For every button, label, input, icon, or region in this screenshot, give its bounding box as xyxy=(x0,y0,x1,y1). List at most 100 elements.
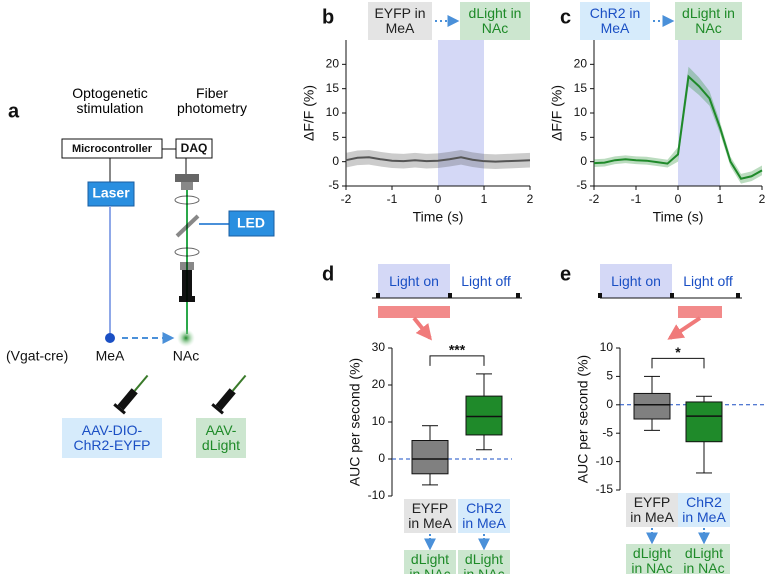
panel-label: a xyxy=(8,100,20,122)
timeline-tick xyxy=(598,293,602,298)
laser-label: Laser xyxy=(92,185,130,201)
y-tick-label: 10 xyxy=(372,414,386,428)
y-tick-label: -5 xyxy=(576,178,587,192)
significance-bracket xyxy=(651,357,705,369)
y-tick-label: 10 xyxy=(600,340,614,354)
x-tick-label: -2 xyxy=(589,192,600,206)
light-on-label: Light on xyxy=(611,272,661,289)
virus-box: AAV-DIO-ChR2-EYFP xyxy=(62,418,162,458)
y-tick-label: 5 xyxy=(580,130,587,144)
x-tick-label: EYFP in MeA xyxy=(626,493,678,527)
error-band xyxy=(594,66,762,184)
y-tick-label: 0 xyxy=(378,451,385,465)
line xyxy=(593,74,763,180)
source-box: EYFP in MeA xyxy=(368,2,432,40)
y-tick-label: -5 xyxy=(328,178,339,192)
target-box: dLight in NAc xyxy=(404,550,456,574)
microcontroller-label: Microcontroller xyxy=(72,143,153,155)
x-tick-label: ChR2 in MeA xyxy=(458,499,510,533)
daq-label: DAQ xyxy=(181,141,208,155)
timeline-tick xyxy=(448,293,452,298)
region-label: NAc xyxy=(173,348,199,364)
y-tick-label: 15 xyxy=(574,81,588,95)
error-band xyxy=(346,149,530,169)
significance-label: * xyxy=(675,344,681,360)
y-axis-label: ΔF/F (%) xyxy=(549,85,565,141)
x-tick-label: -2 xyxy=(341,192,352,206)
y-tick-label: 20 xyxy=(372,377,386,391)
region-label: MeA xyxy=(96,348,125,364)
camera xyxy=(181,182,193,190)
y-tick-label: 5 xyxy=(606,369,613,383)
y-tick-label: 15 xyxy=(326,81,340,95)
panel-label: e xyxy=(560,263,571,285)
y-tick-label: 20 xyxy=(574,57,588,71)
y-tick-label: -15 xyxy=(596,482,614,496)
timeline-tick xyxy=(516,293,520,298)
y-tick-label: 10 xyxy=(326,105,340,119)
virus-box: AAV-dLight xyxy=(196,418,246,458)
panel-label: c xyxy=(560,6,571,28)
y-tick-label: 10 xyxy=(574,105,588,119)
significance-bracket xyxy=(429,355,485,366)
light-off-label: Light off xyxy=(683,272,733,289)
light-on-box xyxy=(378,264,450,298)
x-tick-label: 2 xyxy=(527,192,534,206)
x-axis-label: Time (s) xyxy=(653,209,704,225)
y-tick-label: 5 xyxy=(332,130,339,144)
mouse-line: (Vgat-cre) xyxy=(6,348,68,364)
y-tick-label: -5 xyxy=(602,425,613,439)
y-axis-label: ΔF/F (%) xyxy=(301,85,317,141)
camera xyxy=(175,174,199,182)
photometry-label: Fiber photometry xyxy=(176,85,248,116)
box xyxy=(411,440,449,475)
y-axis-label: AUC per second (%) xyxy=(347,358,363,486)
stim-window xyxy=(678,40,720,186)
y-axis-label: AUC per second (%) xyxy=(575,355,591,483)
led-box xyxy=(228,210,275,237)
target-box: dLight in NAc xyxy=(458,550,510,574)
line xyxy=(345,156,531,163)
target-box: dLight in NAc xyxy=(626,544,678,574)
stim-window xyxy=(438,40,484,186)
x-axis-label: Time (s) xyxy=(413,209,464,225)
mea-site xyxy=(105,333,115,343)
nac-site xyxy=(177,329,195,347)
light-off-label: Light off xyxy=(461,272,511,289)
syringe xyxy=(211,374,247,415)
panel-label: d xyxy=(322,263,334,285)
highlight-bar xyxy=(378,306,450,318)
highlight-arrow xyxy=(412,316,432,341)
x-tick-label: ChR2 in MeA xyxy=(678,493,730,527)
highlight-bar xyxy=(678,306,722,318)
diagram: a Microcontroller DAQ Laser LED (Vgat-cr… xyxy=(6,100,275,415)
light-on-label: Light on xyxy=(389,272,439,289)
led-label: LED xyxy=(237,215,265,231)
timeline-tick xyxy=(376,293,380,298)
syringe xyxy=(113,374,149,415)
y-tick-label: 20 xyxy=(326,57,340,71)
highlight-arrow xyxy=(667,316,702,340)
source-box: ChR2 in MeA xyxy=(580,2,650,40)
x-tick-label: 0 xyxy=(435,192,442,206)
stimulation-label: Optogenetic stimulation xyxy=(72,85,148,116)
x-tick-label: 2 xyxy=(759,192,766,206)
x-tick-label: EYFP in MeA xyxy=(404,499,456,533)
target-box: dLight in NAc xyxy=(675,2,742,40)
y-tick-label: 0 xyxy=(580,154,587,168)
y-tick-label: 30 xyxy=(372,340,386,354)
y-tick-label: 0 xyxy=(606,397,613,411)
x-tick-label: -1 xyxy=(387,192,398,206)
x-tick-label: 1 xyxy=(481,192,488,206)
target-box: dLight in NAc xyxy=(678,544,730,574)
y-tick-label: -10 xyxy=(368,488,386,502)
timeline-tick xyxy=(670,293,674,298)
significance-label: *** xyxy=(449,342,466,358)
y-tick-label: -10 xyxy=(596,454,614,468)
light-on-box xyxy=(600,264,672,298)
x-tick-label: 1 xyxy=(717,192,724,206)
x-tick-label: 0 xyxy=(675,192,682,206)
box xyxy=(465,395,503,436)
